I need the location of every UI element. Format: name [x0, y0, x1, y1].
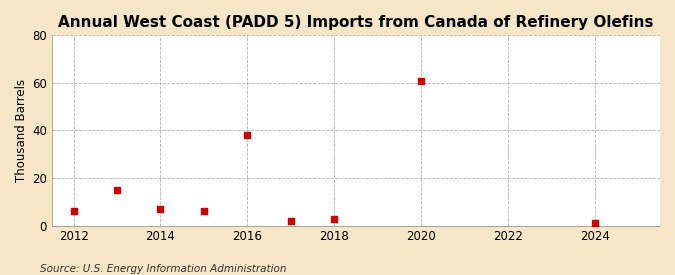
Point: [155, 207, 166, 211]
Point: [286, 219, 296, 223]
Point: [589, 221, 600, 226]
Point: [68, 209, 79, 214]
Point: [416, 78, 427, 83]
Point: [329, 216, 340, 221]
Point: [111, 188, 122, 192]
Text: Source: U.S. Energy Information Administration: Source: U.S. Energy Information Administ…: [40, 264, 287, 274]
Point: [242, 133, 252, 138]
Title: Annual West Coast (PADD 5) Imports from Canada of Refinery Olefins: Annual West Coast (PADD 5) Imports from …: [58, 15, 653, 30]
Y-axis label: Thousand Barrels: Thousand Barrels: [15, 79, 28, 182]
Point: [198, 209, 209, 214]
